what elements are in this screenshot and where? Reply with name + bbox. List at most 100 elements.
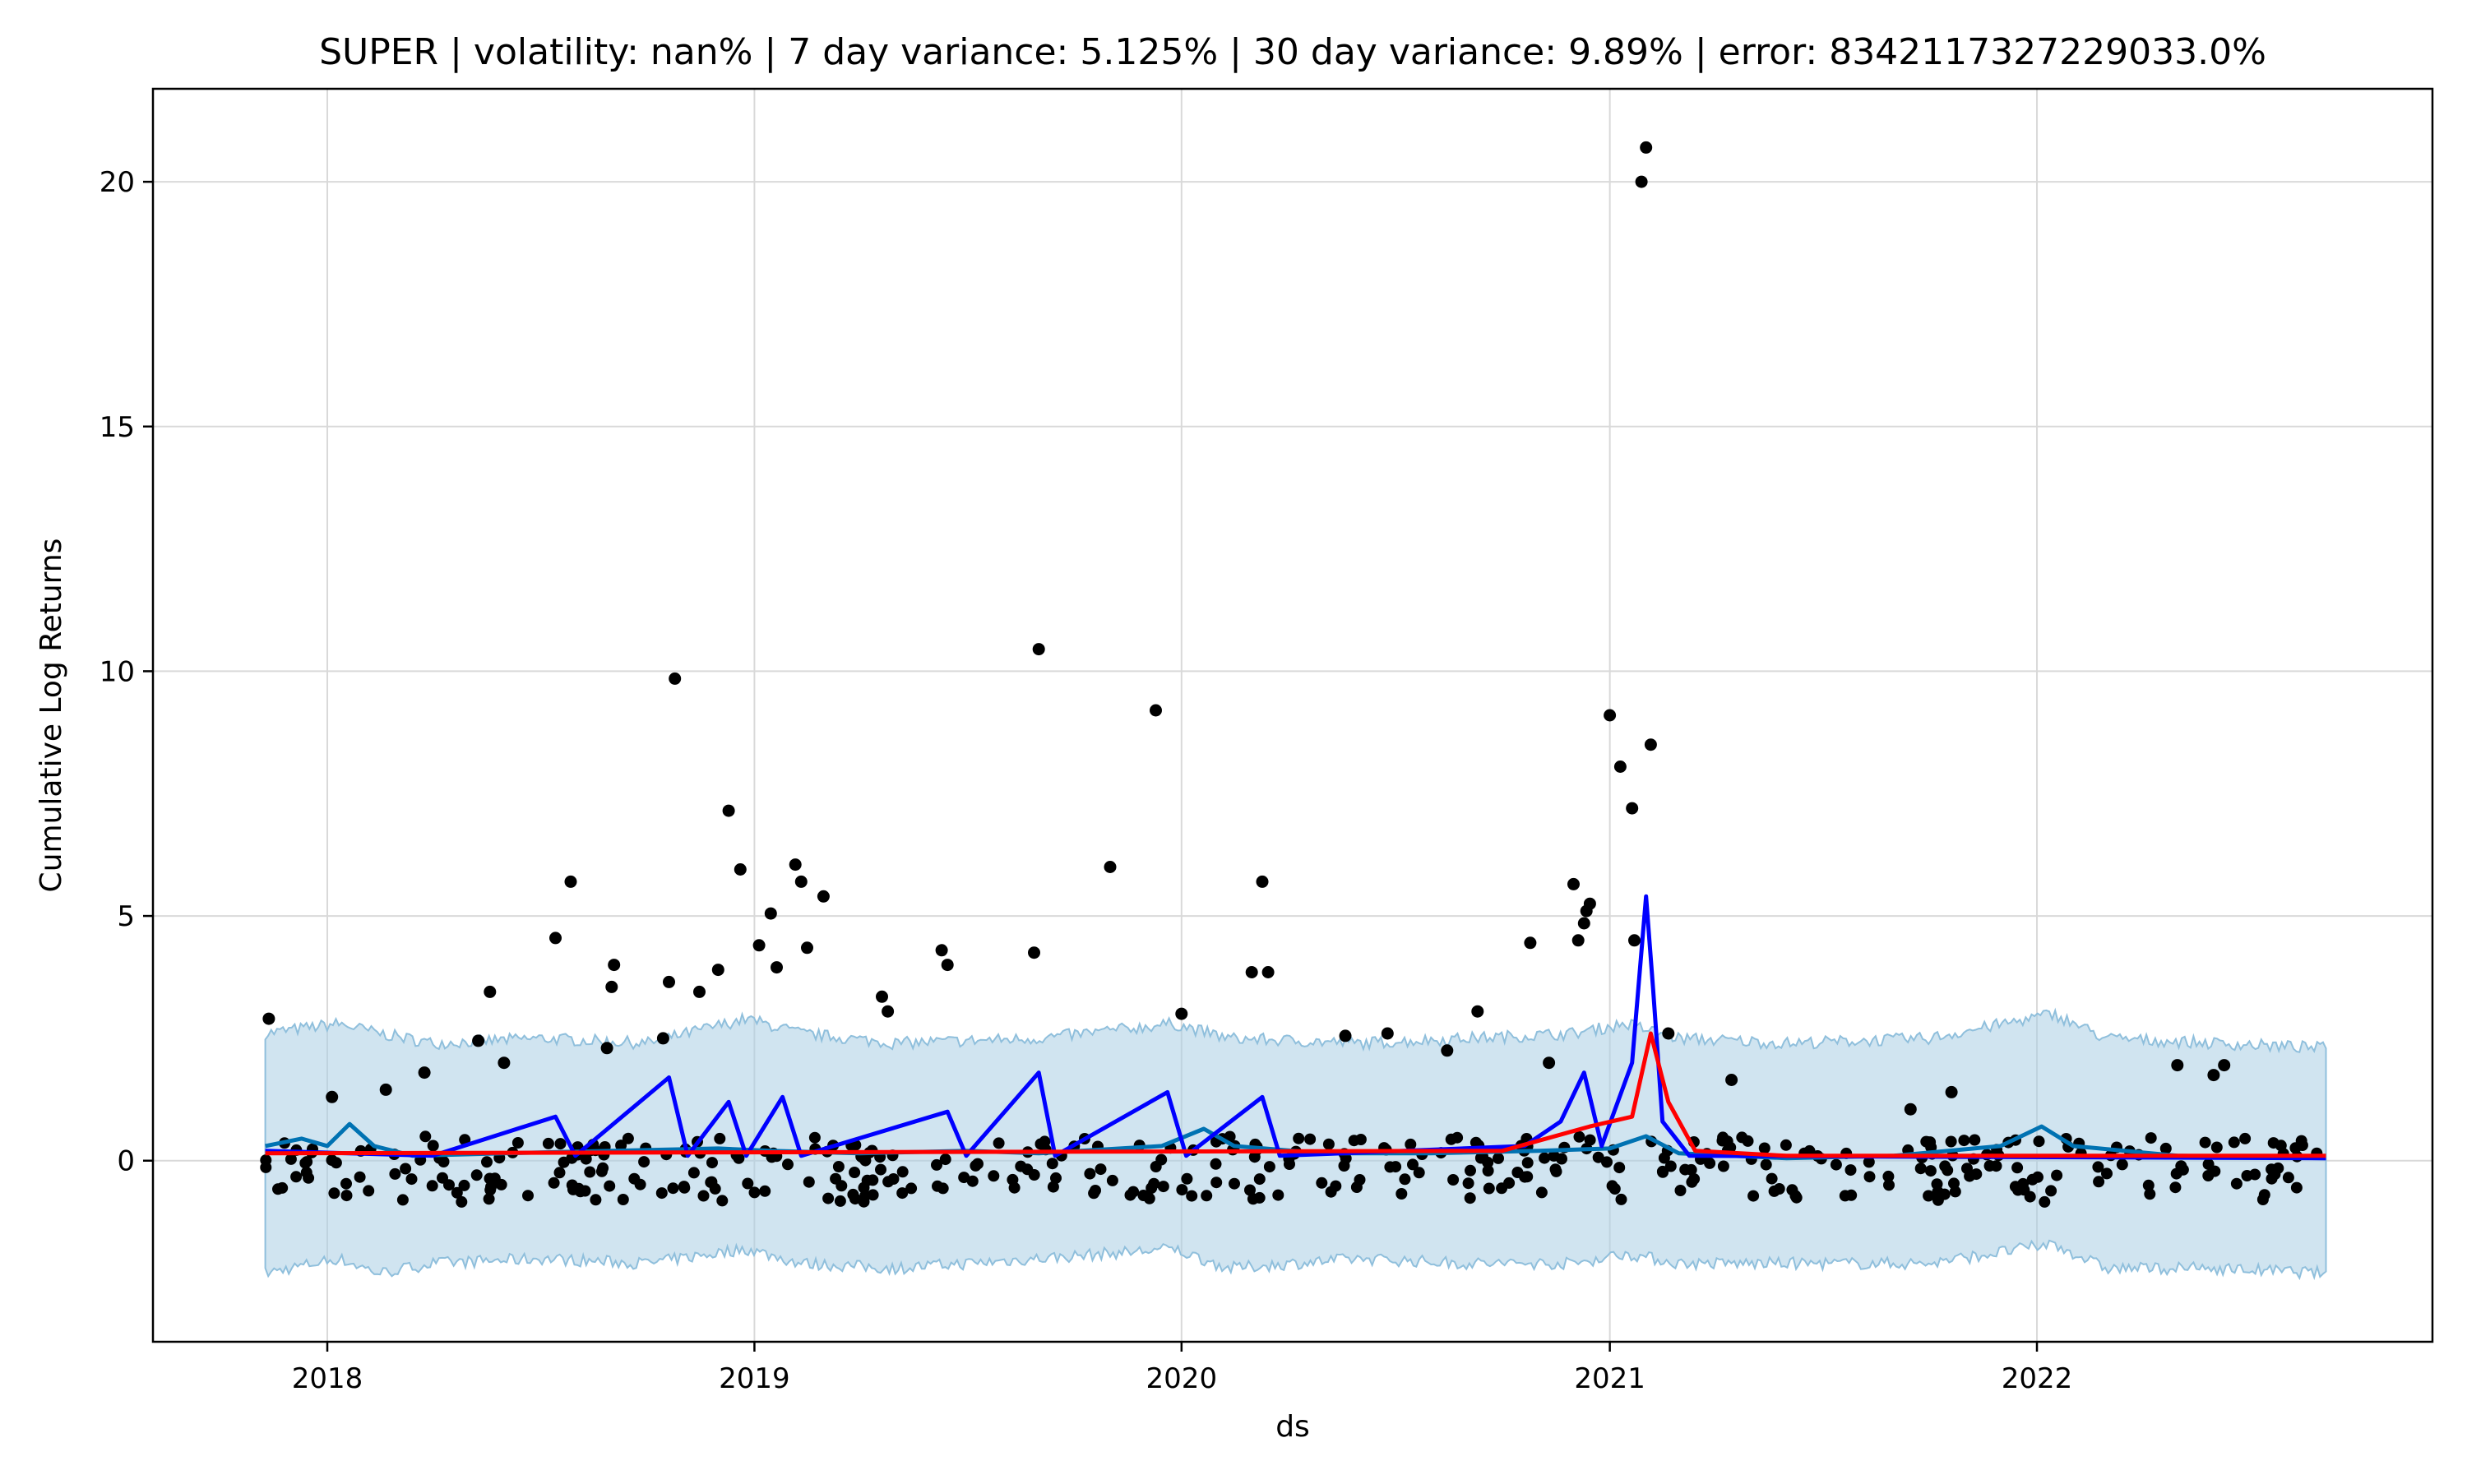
scatter-point [789, 858, 802, 871]
scatter-point [1742, 1135, 1754, 1147]
scatter-point [1316, 1177, 1328, 1189]
scatter-point [1920, 1135, 1932, 1148]
scatter-point [1830, 1158, 1842, 1171]
scatter-point [564, 875, 577, 888]
scatter-point [1007, 1173, 1019, 1186]
scatter-point [600, 1042, 613, 1055]
scatter-point [354, 1171, 366, 1183]
scatter-point [470, 1169, 483, 1181]
scatter-point [858, 1195, 870, 1208]
scatter-point [1399, 1173, 1411, 1186]
scatter-point [595, 1165, 608, 1177]
scatter-point [285, 1153, 297, 1165]
scatter-point [638, 1156, 650, 1168]
forecast-line-2 [265, 1031, 2326, 1158]
scatter-point [1413, 1167, 1425, 1179]
scatter-point [706, 1176, 718, 1188]
scatter-point [752, 939, 766, 952]
scatter-point [1493, 1152, 1504, 1164]
scatter-point [1863, 1156, 1875, 1168]
scatter-point [2045, 1185, 2057, 1197]
scatter-point [498, 1056, 511, 1070]
scatter-point [2228, 1136, 2240, 1149]
x-tick-label: 2022 [2002, 1362, 2073, 1395]
scatter-point [1263, 1161, 1275, 1173]
scatter-point [483, 1193, 495, 1205]
scatter-point [2024, 1190, 2036, 1203]
scatter-point [554, 1138, 567, 1150]
scatter-point [1181, 1172, 1193, 1185]
scatter-point [1176, 1184, 1188, 1196]
scatter-point [1482, 1165, 1494, 1177]
scatter-point [1839, 1190, 1851, 1202]
scatter-point [1717, 1160, 1729, 1172]
scatter-point [1405, 1138, 1417, 1150]
scatter-point [706, 1157, 718, 1169]
scatter-point [419, 1130, 432, 1143]
scatter-point [742, 1177, 754, 1190]
scatter-point [655, 1187, 668, 1200]
scatter-point [1229, 1177, 1240, 1190]
scatter-point [1604, 709, 1617, 722]
scatter-point [549, 932, 562, 945]
scatter-point [1601, 1156, 1613, 1168]
scatter-point [1626, 802, 1639, 815]
y-tick-label: 15 [100, 411, 135, 444]
scatter-point [875, 1163, 886, 1176]
scatter-point [1716, 1135, 1729, 1147]
scatter-point [1674, 1185, 1687, 1196]
chart-title: SUPER | volatility: nan% | 7 day varianc… [319, 31, 2266, 73]
scatter-point [2230, 1177, 2243, 1190]
scatter-point [458, 1179, 470, 1191]
scatter-point [849, 1167, 861, 1178]
scatter-point [1773, 1183, 1785, 1195]
scatter-point [418, 1066, 431, 1079]
y-tick-label: 20 [100, 166, 135, 199]
scatter-point [628, 1172, 641, 1185]
scatter-point [2051, 1169, 2063, 1181]
scatter-point [2239, 1132, 2252, 1144]
scatter-point [427, 1140, 439, 1152]
plot-frame [151, 87, 2434, 1343]
scatter-point [966, 1175, 979, 1187]
scatter-point [867, 1189, 879, 1201]
scatter-point [993, 1137, 1005, 1149]
scatter-point [822, 1192, 835, 1204]
scatter-point [808, 1131, 821, 1144]
scatter-point [972, 1158, 984, 1170]
scatter-point [2145, 1132, 2157, 1144]
scatter-point [1958, 1135, 1970, 1147]
scatter-point [363, 1185, 375, 1197]
scatter-point [1932, 1186, 1944, 1198]
scatter-point [484, 985, 497, 998]
scatter-point [608, 959, 621, 972]
scatter-point [2142, 1179, 2155, 1191]
uncertainty-band-layer [264, 1007, 2327, 1281]
scatter-point [2266, 1163, 2278, 1176]
scatter-point [1679, 1163, 1692, 1176]
scatter-point [1447, 1174, 1460, 1186]
scatter-point [835, 1180, 848, 1192]
scatter-point [328, 1187, 340, 1200]
scatter-point [326, 1154, 338, 1167]
scatter-point [656, 1032, 669, 1045]
scatter-point [896, 1187, 909, 1200]
scatter-point [340, 1190, 353, 1202]
scatter-point [939, 1153, 951, 1166]
scatter-point [1137, 1190, 1150, 1201]
scatter-point [2199, 1136, 2211, 1149]
scatter-point [1882, 1170, 1895, 1182]
scatter-point [1904, 1103, 1917, 1116]
scatter-point [580, 1153, 592, 1165]
scatter-point [553, 1167, 566, 1179]
scatter-point [548, 1177, 560, 1189]
scatter-point [1758, 1142, 1770, 1154]
scatter-point [437, 1156, 450, 1167]
scatter-point [605, 980, 618, 993]
scatter-point [714, 1132, 726, 1144]
scatter-point [511, 1137, 524, 1149]
scatter-point [1245, 966, 1258, 978]
scatter-point [2101, 1167, 2113, 1180]
scatter-point [456, 1195, 468, 1208]
